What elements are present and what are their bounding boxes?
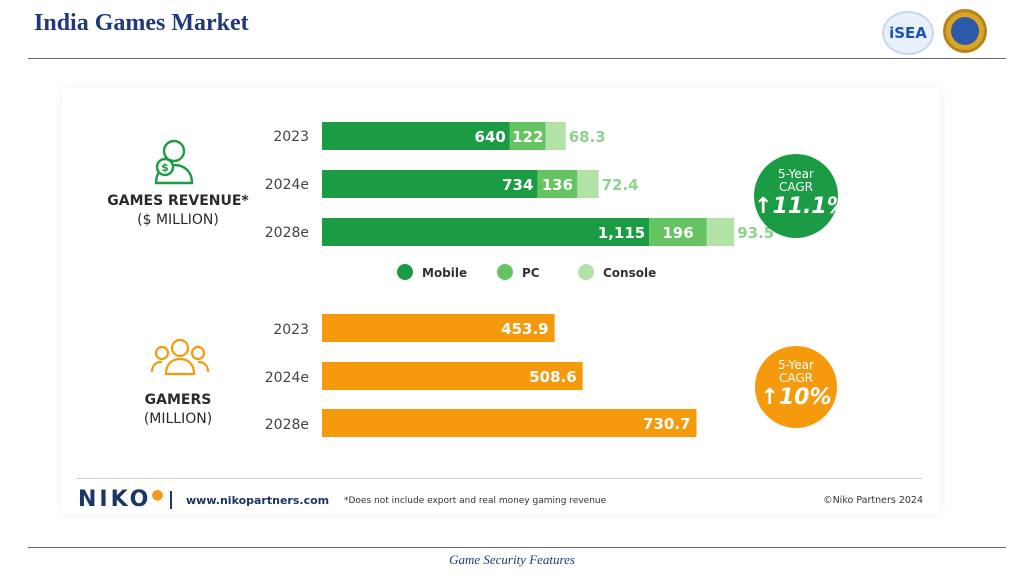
legend-swatch-mobile (397, 264, 413, 280)
slide-footer: Game Security Features (449, 552, 575, 567)
niko-separator (170, 491, 172, 509)
legend-label-pc: PC (522, 266, 540, 280)
revenue-value-pc: 136 (542, 176, 573, 194)
revenue-bar-pc (509, 122, 546, 150)
seal-logo (943, 9, 987, 53)
revenue-cagr-line2: CAGR (778, 180, 813, 194)
header-divider (28, 58, 1006, 59)
revenue-bar-pc (537, 170, 578, 198)
niko-logo: NIKO● (78, 487, 167, 512)
revenue-bar-pc (649, 218, 707, 246)
revenue-cagr-badge: 5-Year CAGR ↑11.1% (754, 154, 849, 238)
gamers-year-label: 2023 (273, 322, 309, 338)
gamers-label-main: GAMERS (144, 392, 212, 408)
revenue-bar-console (545, 122, 566, 150)
footer-divider (28, 547, 1006, 548)
gamers-value-label: 453.9 (501, 320, 548, 338)
revenue-value-mobile: 734 (502, 176, 533, 194)
revenue-bar-console (706, 218, 735, 246)
revenue-bar-console (577, 170, 599, 198)
revenue-footnote: *Does not include export and real money … (344, 496, 607, 506)
revenue-person-icon: $ (154, 139, 194, 185)
gamers-cagr-badge: 5-Year CAGR ↑10% (755, 346, 837, 428)
infographic-footer-line (76, 478, 922, 479)
gamers-cagr-line2: CAGR (778, 371, 813, 385)
revenue-value-pc: 196 (662, 224, 693, 242)
legend-label-console: Console (603, 266, 656, 280)
revenue-label: GAMES REVENUE* ($ MILLION) (104, 192, 252, 230)
revenue-value-mobile: 1,115 (598, 224, 645, 242)
revenue-year-label: 2023 (273, 129, 309, 145)
gamers-value-label: 508.6 (529, 368, 576, 386)
gamers-bar (322, 314, 555, 342)
gamers-year-label: 2028e (265, 417, 309, 433)
revenue-value-console: 68.3 (569, 128, 606, 146)
gamers-year-label: 2024e (265, 370, 309, 386)
revenue-cagr-value: ↑11.1% (754, 194, 849, 219)
revenue-label-main: GAMES REVENUE* (107, 193, 249, 209)
isea-logo: iSEA (882, 11, 934, 55)
gamers-cagr-line1: 5-Year (778, 358, 814, 372)
revenue-year-label: 2024e (265, 177, 309, 193)
revenue-bar-mobile (322, 218, 650, 246)
gamers-bar (322, 362, 583, 390)
niko-url[interactable]: www.nikopartners.com (186, 494, 330, 507)
gamers-bar (322, 409, 697, 437)
revenue-value-console: 93.5 (737, 224, 774, 242)
gamers-cagr-value: ↑10% (760, 385, 832, 410)
gamers-value-label: 730.7 (643, 415, 690, 433)
niko-copyright: ©Niko Partners 2024 (823, 495, 923, 506)
revenue-value-pc: 122 (512, 128, 543, 146)
gamers-label-sub: (MILLION) (143, 411, 213, 427)
gamers-label: GAMERS (MILLION) (120, 391, 236, 429)
revenue-bar-mobile (322, 170, 538, 198)
svg-text:$: $ (161, 161, 169, 174)
legend-swatch-pc (497, 264, 513, 280)
slide-title: India Games Market (34, 10, 249, 36)
legend-swatch-console (578, 264, 594, 280)
legend-label-mobile: Mobile (422, 266, 467, 280)
revenue-bar-mobile (322, 122, 510, 150)
revenue-label-sub: ($ MILLION) (137, 212, 219, 228)
revenue-cagr-line1: 5-Year (778, 167, 814, 181)
gamers-group-icon (150, 338, 210, 376)
revenue-value-console: 72.4 (602, 176, 639, 194)
revenue-year-label: 2028e (265, 225, 309, 241)
revenue-value-mobile: 640 (475, 128, 506, 146)
